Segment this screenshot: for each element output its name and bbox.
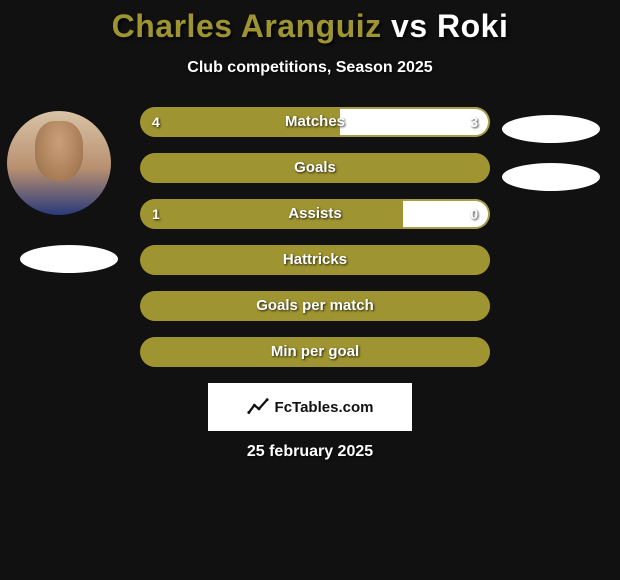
comparison-infographic: Charles Aranguiz vs Roki Club competitio… bbox=[0, 0, 620, 461]
stat-label: Goals per match bbox=[140, 291, 490, 321]
title-player2: Roki bbox=[437, 8, 508, 44]
chart-icon bbox=[247, 396, 269, 418]
player1-name-pill bbox=[20, 245, 118, 273]
source-badge: FcTables.com bbox=[208, 383, 412, 431]
stat-row: Hattricks bbox=[140, 245, 490, 275]
stat-bars: Matches4 3 Goals Assists1 0 Hattricks Goals pe… bbox=[140, 107, 490, 367]
stat-right-value: 0 bbox=[470, 199, 478, 229]
stat-label: Hattricks bbox=[140, 245, 490, 275]
title-vs: vs bbox=[391, 8, 428, 44]
stat-row: Goals bbox=[140, 153, 490, 183]
subtitle: Club competitions, Season 2025 bbox=[0, 59, 620, 77]
stat-right-value: 3 bbox=[470, 107, 478, 137]
stat-label: Goals bbox=[140, 153, 490, 183]
stat-label: Min per goal bbox=[140, 337, 490, 367]
stat-row: Matches4 3 bbox=[140, 107, 490, 137]
stat-left-value: 4 bbox=[152, 107, 160, 137]
player2-name-pill-2 bbox=[502, 163, 600, 191]
stat-row: Goals per match bbox=[140, 291, 490, 321]
stat-left-value: 1 bbox=[152, 199, 160, 229]
player1-avatar bbox=[7, 111, 111, 215]
player2-name-pill-1 bbox=[502, 115, 600, 143]
stat-row: Min per goal bbox=[140, 337, 490, 367]
content-area: Matches4 3 Goals Assists1 0 Hattricks Goals pe… bbox=[0, 107, 620, 461]
stat-row: Assists1 0 bbox=[140, 199, 490, 229]
stat-label: Assists bbox=[140, 199, 490, 229]
stat-label: Matches bbox=[140, 107, 490, 137]
page-title: Charles Aranguiz vs Roki bbox=[0, 8, 620, 45]
source-badge-text: FcTables.com bbox=[275, 399, 374, 416]
title-player1: Charles Aranguiz bbox=[112, 8, 382, 44]
date-label: 25 february 2025 bbox=[0, 443, 620, 461]
